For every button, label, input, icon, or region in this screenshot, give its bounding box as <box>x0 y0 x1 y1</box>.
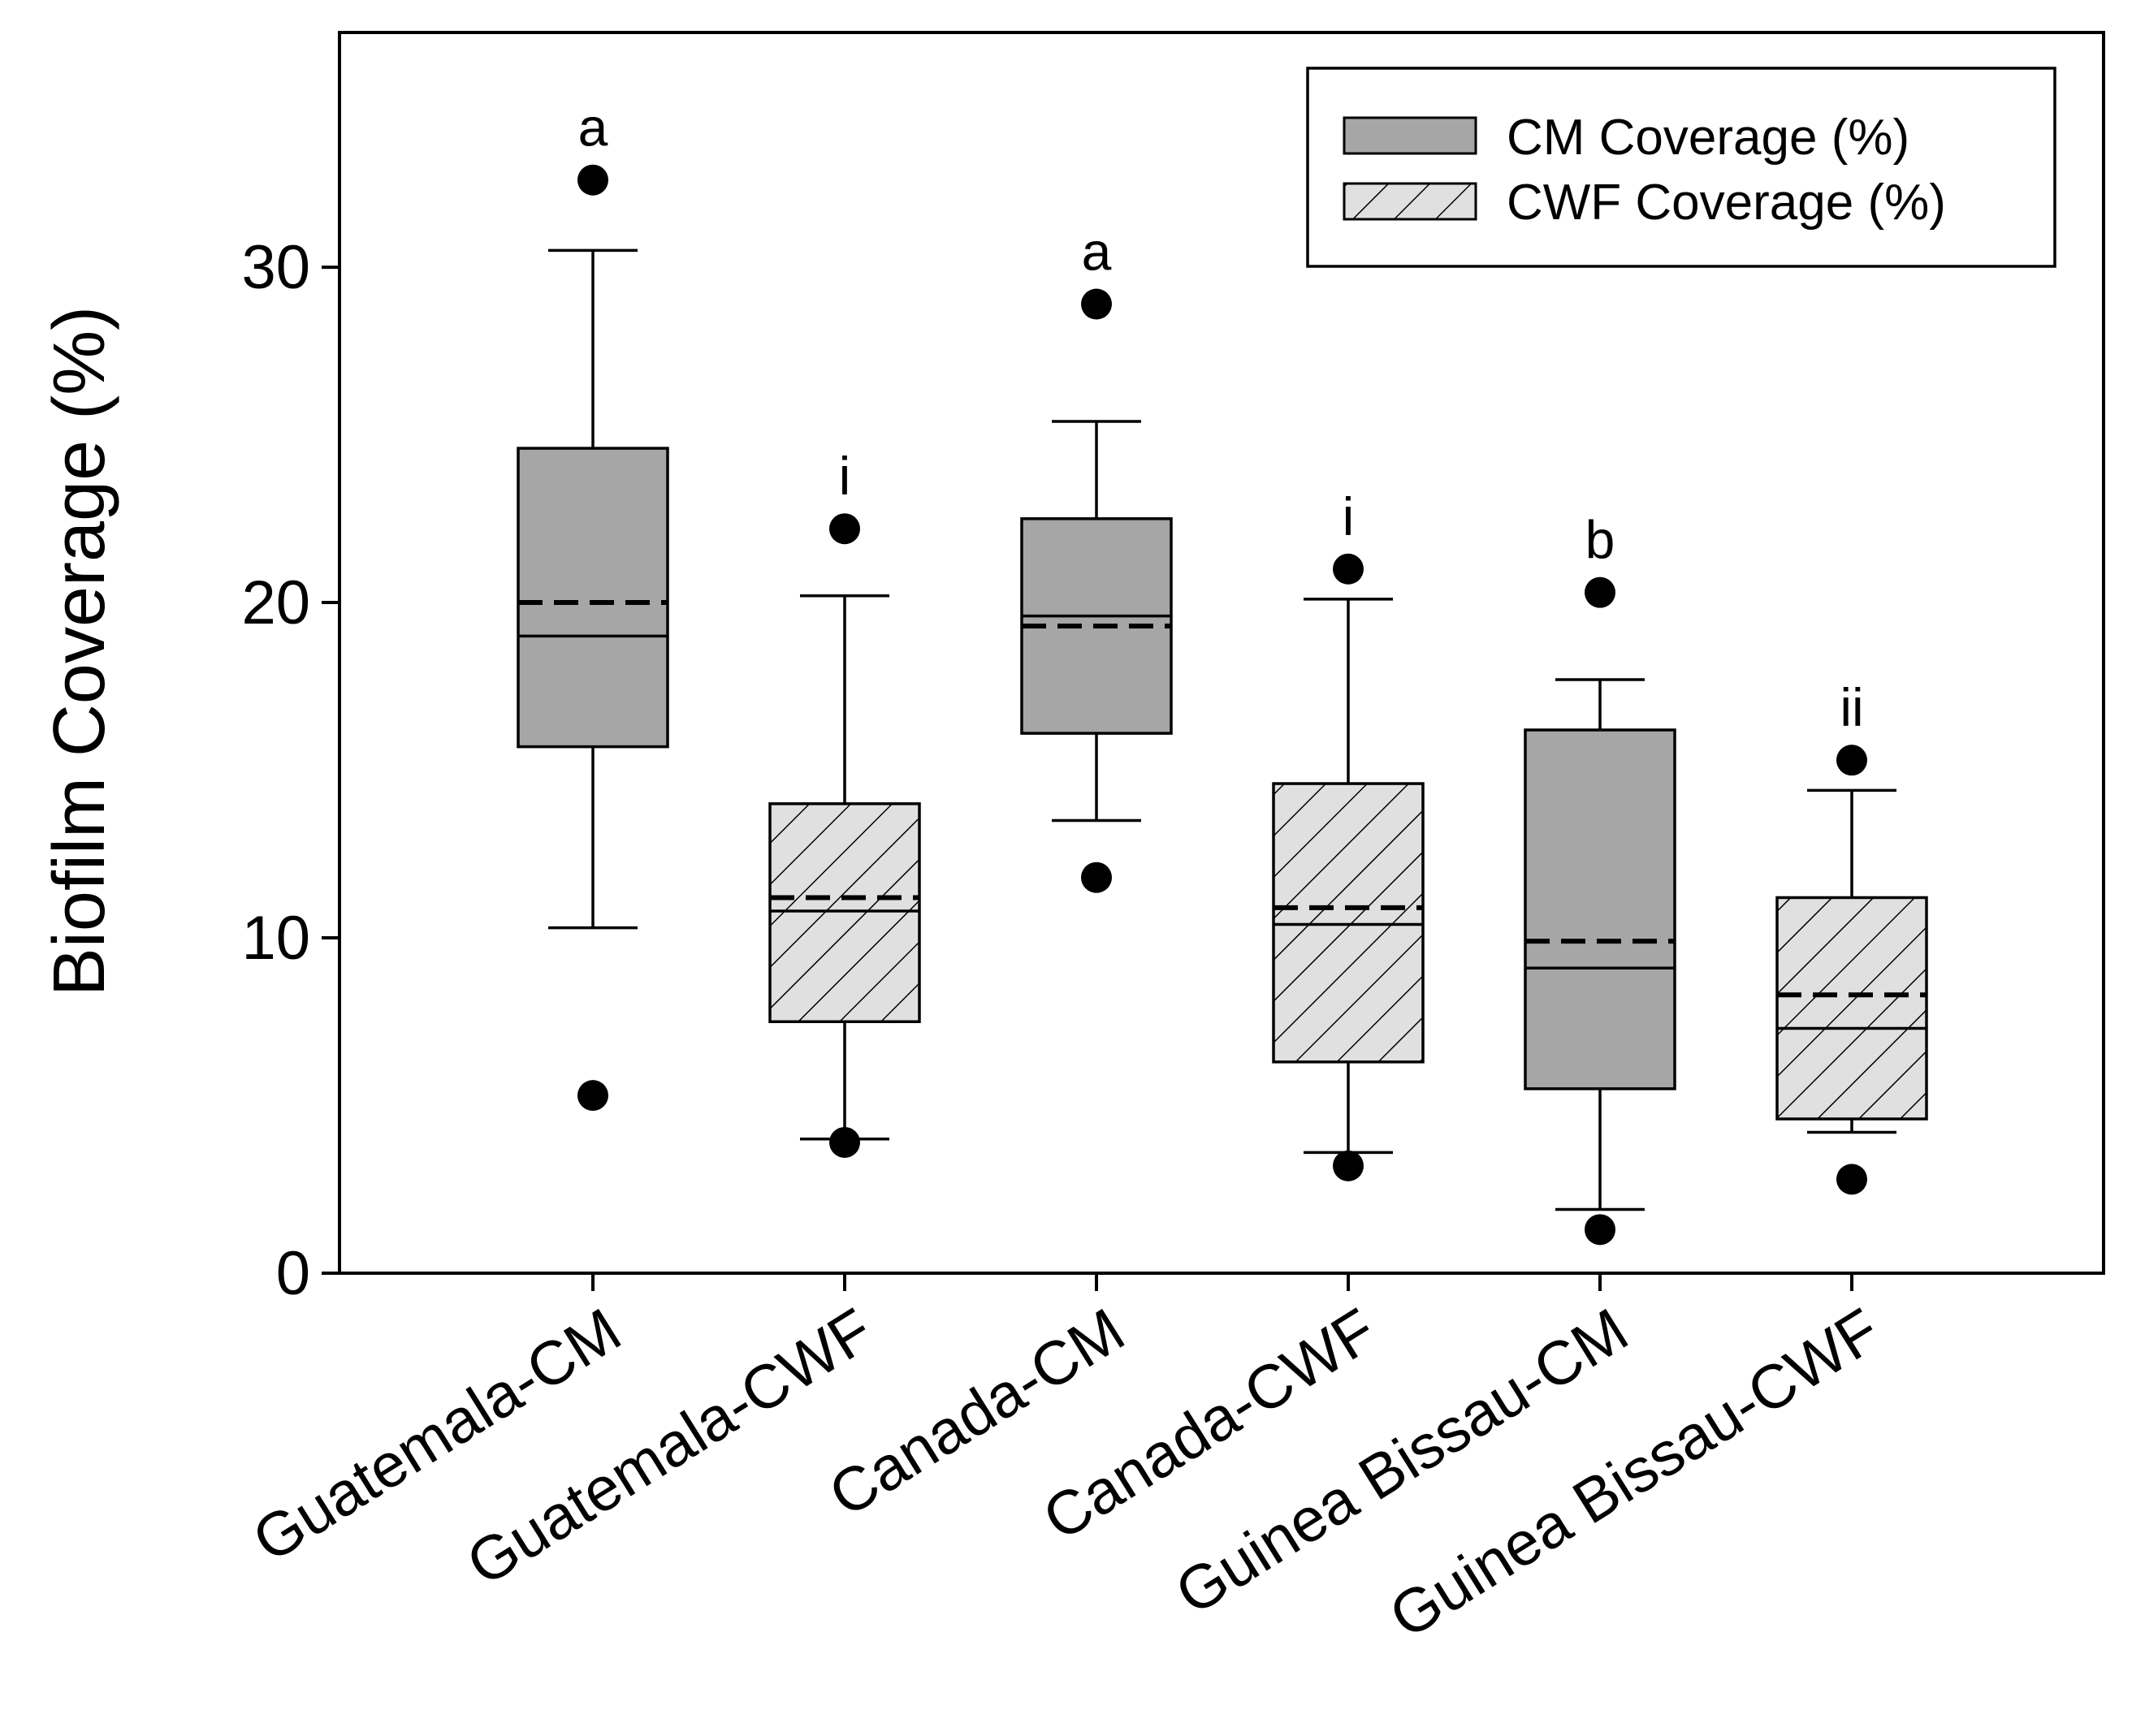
y-tick-label-0: 0 <box>276 1239 310 1308</box>
outlier-point <box>1333 1150 1364 1181</box>
outlier-point <box>1585 577 1615 608</box>
outlier-point <box>1585 1214 1615 1246</box>
box-rect <box>768 802 921 1024</box>
significance-letter: ii <box>1840 677 1863 737</box>
y-tick-label-20: 20 <box>241 568 310 637</box>
significance-letter: a <box>578 97 608 158</box>
y-axis: 0 10 20 30 <box>241 233 339 1308</box>
outlier-point <box>1081 862 1112 893</box>
outlier-point <box>577 164 608 196</box>
legend-frame <box>1306 67 2056 268</box>
plot-area-frame <box>338 31 2105 1275</box>
box-canada-cm: a <box>1020 222 1173 893</box>
outlier-point <box>577 1080 608 1112</box>
legend: CM Coverage (%) CWF Coverage (%) <box>1306 67 2056 268</box>
significance-letter: a <box>1082 222 1112 282</box>
box-rect <box>1775 896 1928 1121</box>
significance-letter: b <box>1585 510 1615 570</box>
box-guinea-bissau-cm: b <box>1524 510 1676 1246</box>
y-axis-label: Biofilm Coverage (%) <box>39 306 120 996</box>
box-rect <box>1272 782 1425 1064</box>
box-canada-cwf: i <box>1272 486 1425 1181</box>
legend-label-cm: CM Coverage (%) <box>1507 110 1909 166</box>
x-axis: Guatemala-CMGuatemala-CWFCanada-CMCanada… <box>241 1273 1892 1652</box>
x-tick-label-1: Guatemala-CWF <box>455 1295 884 1599</box>
outlier-point <box>829 1126 860 1158</box>
outlier-point <box>1333 553 1364 585</box>
box-guinea-bissau-cwf: ii <box>1775 677 1928 1195</box>
box-rect <box>517 447 669 749</box>
box-guatemala-cm: a <box>517 97 669 1112</box>
outlier-point <box>1081 288 1112 320</box>
box-rect <box>1524 728 1676 1090</box>
box-guatemala-cwf: i <box>768 446 921 1158</box>
outlier-point <box>1836 745 1867 776</box>
legend-label-cwf: CWF Coverage (%) <box>1507 175 1946 231</box>
significance-letter: i <box>839 446 851 506</box>
outlier-point <box>829 513 860 545</box>
y-tick-label-10: 10 <box>241 904 310 973</box>
outlier-point <box>1836 1164 1867 1195</box>
y-tick-label-30: 30 <box>241 233 310 302</box>
significance-letter: i <box>1343 486 1355 546</box>
legend-swatch-cwf <box>1343 182 1477 221</box>
legend-swatch-cm <box>1343 116 1477 155</box>
boxes: a i a i b ii <box>517 97 1928 1246</box>
